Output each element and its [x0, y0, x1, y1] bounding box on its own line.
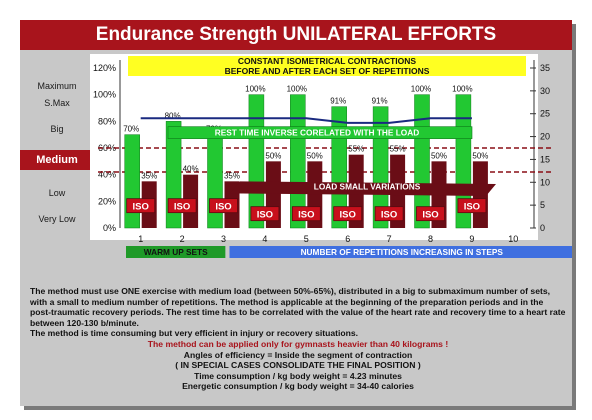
level-maximum: Maximum: [37, 81, 77, 91]
category-label: 5: [304, 234, 309, 244]
category-label: 2: [180, 234, 185, 244]
banner-isometric-text-1: CONSTANT ISOMETRICAL CONTRACTIONS: [238, 56, 417, 66]
left-axis-tick: 20%: [98, 196, 116, 206]
method-notes: The method must use ONE exercise with me…: [30, 286, 566, 392]
iso-marker: [167, 198, 197, 214]
small-load-label: 35%: [141, 171, 157, 180]
load-bar: [207, 134, 223, 229]
iso-marker: [209, 198, 238, 214]
footer-reps-bar: [229, 246, 572, 258]
slide-title: Endurance Strength UNILATERAL EFFORTS: [20, 20, 572, 50]
iso-marker-label: ISO: [422, 210, 438, 221]
category-label: 8: [428, 234, 433, 244]
small-load-label: 50%: [431, 151, 447, 160]
banner-isometric: [128, 56, 526, 76]
load-label: 91%: [372, 97, 388, 106]
right-axis-tick: 30: [540, 86, 550, 96]
chart: 0%20%40%60%80%100%120%05101520253035CONS…: [90, 54, 572, 258]
left-axis-tick: 40%: [98, 170, 116, 180]
iso-marker-label: ISO: [464, 202, 480, 213]
load-bar: [124, 134, 140, 229]
right-axis-tick: 0: [540, 223, 545, 233]
small-load-label: 50%: [265, 151, 281, 160]
iso-marker-label: ISO: [133, 202, 149, 213]
category-label: 7: [387, 234, 392, 244]
right-axis-tick: 25: [540, 109, 550, 119]
iso-marker: [374, 206, 404, 222]
iso-marker-label: ISO: [298, 210, 314, 221]
iso-marker: [457, 198, 487, 214]
banner-rest: [167, 126, 473, 139]
level-big: Big: [50, 124, 64, 134]
right-axis-tick: 10: [540, 177, 550, 187]
iso-marker-label: ISO: [215, 202, 231, 213]
footer-warmup-bar: [126, 246, 226, 258]
category-label: 3: [221, 234, 226, 244]
iso-marker: [416, 206, 445, 222]
iso-marker: [126, 198, 156, 214]
category-label: 10: [508, 234, 518, 244]
iso-marker-label: ISO: [381, 210, 397, 221]
load-label: 70%: [123, 125, 139, 134]
left-axis-tick: 100%: [93, 90, 116, 100]
banner-rest-text: REST TIME INVERSE CORELATED WITH THE LOA…: [215, 128, 420, 138]
small-load-label: 55%: [390, 145, 406, 154]
rest-time-line: [140, 117, 472, 124]
level-medium: Medium: [20, 150, 94, 170]
right-axis-tick: 15: [540, 154, 550, 164]
load-label: 100%: [245, 85, 265, 94]
left-axis-tick: 120%: [93, 63, 116, 73]
category-label: 4: [262, 234, 267, 244]
left-axis-tick: 0%: [103, 223, 116, 233]
load-label: 80%: [165, 111, 181, 120]
right-axis-tick: 35: [540, 63, 550, 73]
category-label: 6: [345, 234, 350, 244]
note-efficiency: The method is time consuming but very ef…: [30, 328, 359, 339]
iso-marker: [333, 206, 363, 222]
right-axis-tick: 5: [540, 200, 545, 210]
small-load-label: 50%: [472, 151, 488, 160]
iso-marker-label: ISO: [340, 210, 356, 221]
footer-reps-text: NUMBER OF REPETITIONS INCREASING IN STEP…: [301, 247, 504, 257]
iso-marker-label: ISO: [257, 210, 273, 221]
level-smax: S.Max: [44, 98, 70, 108]
small-load-label: 55%: [348, 145, 364, 154]
iso-marker: [291, 206, 321, 222]
note-warning: The method can be applied only for gymna…: [147, 338, 449, 349]
load-label: 91%: [330, 97, 346, 106]
load-label: 100%: [411, 85, 431, 94]
note-method: The method must use ONE exercise with me…: [30, 286, 566, 328]
small-load-label: 40%: [183, 165, 199, 174]
load-label: 100%: [452, 85, 472, 94]
right-axis-tick: 20: [540, 132, 550, 142]
category-label: 1: [138, 234, 143, 244]
level-low: Low: [48, 188, 66, 198]
iso-marker-label: ISO: [174, 202, 190, 213]
load-label: 100%: [287, 85, 307, 94]
footer-warmup-text: WARM UP SETS: [144, 247, 208, 257]
note-time: Time consumption / kg body weight = 4.23…: [194, 370, 402, 381]
left-axis-tick: 80%: [98, 116, 116, 126]
note-energy: Energetic consumption / kg body weight =…: [182, 381, 414, 392]
small-load-label: 50%: [307, 151, 323, 160]
note-special-cases: ( IN SPECIAL CASES CONSOLIDATE THE FINAL…: [175, 360, 421, 371]
banner-isometric-text-2: BEFORE AND AFTER EACH SET OF REPETITIONS: [225, 66, 430, 76]
small-load-label: 35%: [224, 171, 240, 180]
level-very-low: Very Low: [38, 214, 76, 224]
banner-load-text: LOAD SMALL VARIATIONS: [314, 182, 421, 192]
note-angles: Angles of efficiency = Inside the segmen…: [183, 349, 413, 360]
slide: Endurance Strength UNILATERAL EFFORTS Ma…: [20, 20, 572, 406]
load-variation-band: [230, 181, 496, 196]
category-label: 9: [469, 234, 474, 244]
iso-marker: [250, 206, 280, 222]
